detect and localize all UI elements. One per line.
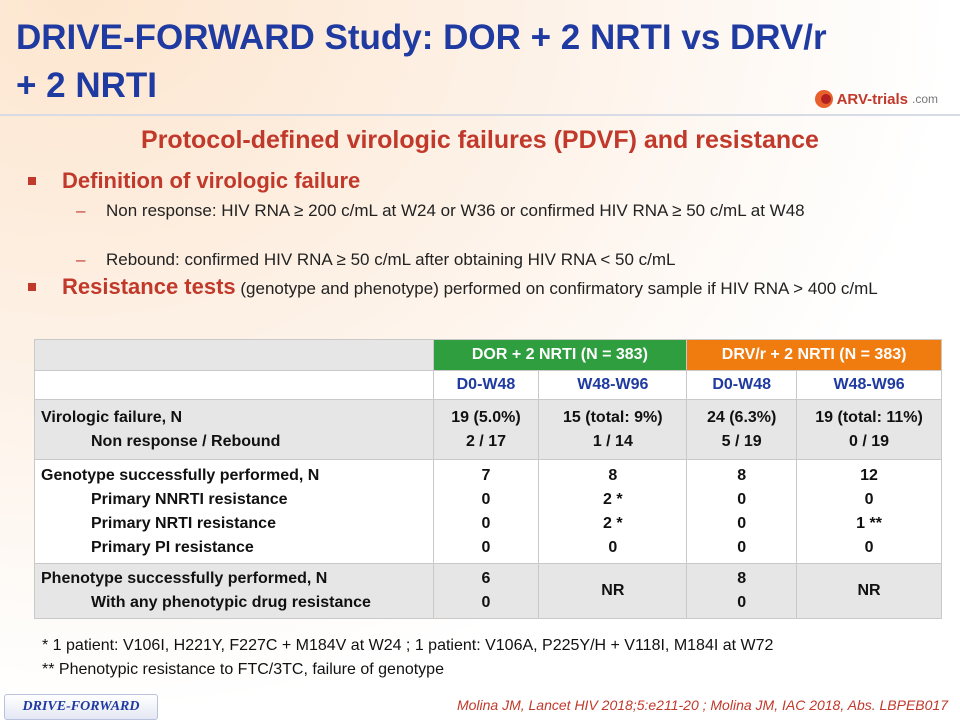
cell-value: 0 [481,490,491,508]
row-label: Virologic failure, N Non response / Rebo… [34,399,434,460]
row-label: Genotype successfully performed, N Prima… [34,459,434,564]
table-cell: 8 0 [686,563,798,619]
row-label-sub: Primary NRTI resistance [91,514,276,532]
group-header-dor: DOR + 2 NRTI (N = 383) [432,339,688,371]
cell-value: 15 (total: 9%) [563,408,663,426]
square-bullet-icon [28,177,36,185]
table-cell: 7 0 0 0 [432,459,540,564]
cell-value: 0 [864,538,874,556]
cell-value: NR [857,582,881,599]
cell-value: 0 [481,594,491,611]
logo-icon [814,90,833,108]
table-cell: 19 (total: 11%) 0 / 19 [796,399,942,460]
column-header: W48-W96 [796,370,942,400]
bullet-text: (genotype and phenotype) performed on co… [235,279,878,298]
cell-value: 0 / 19 [849,432,890,450]
study-tag: DRIVE-FORWARD [4,694,158,720]
cell-value: 6 [481,570,491,587]
table-cell: NR [796,563,942,619]
row-label-main: Phenotype successfully performed, N [41,570,328,587]
sub-bullet-text: Non response: HIV RNA ≥ 200 c/mL at W24 … [106,201,805,220]
cell-value: 2 * [603,514,623,532]
dash-icon: – [76,201,86,220]
cell-value: 0 [481,538,491,556]
table-corner-cell [34,339,434,371]
table-cell: 8 0 0 0 [686,459,798,564]
logo-text: ARV-trials [836,90,908,108]
row-label-sub: Primary PI resistance [91,538,254,556]
cell-value: 0 [608,538,618,556]
cell-value: 1 ** [856,514,882,532]
table-cell: 24 (6.3%) 5 / 19 [686,399,798,460]
square-bullet-icon [28,283,36,291]
table-cell: NR [538,563,688,619]
column-header: D0-W48 [686,370,798,400]
row-label-main: Genotype successfully performed, N [41,466,320,484]
cell-value: 8 [737,570,747,587]
cell-value: 0 [737,594,747,611]
cell-value: 7 [481,466,491,484]
table-cell: 6 0 [432,563,540,619]
cell-value: 0 [737,514,747,532]
table-row-phenotype: Phenotype successfully performed, N With… [34,563,942,619]
table-group-header-row: DOR + 2 NRTI (N = 383) DRV/r + 2 NRTI (N… [34,339,942,371]
arv-trials-logo: ARV-trials .com [814,90,938,108]
footnote-double-star: ** Phenotypic resistance to FTC/3TC, fai… [42,661,444,678]
citation: Molina JM, Lancet HIV 2018;5:e211-20 ; M… [456,697,948,713]
cell-value: 0 [737,538,747,556]
cell-value: 2 / 17 [465,432,506,450]
bullet-heading: Resistance tests [62,274,236,299]
column-header: D0-W48 [432,370,540,400]
cell-value: NR [601,582,625,599]
table-row-virologic-failure: Virologic failure, N Non response / Rebo… [34,399,942,460]
bullet-body: Resistance tests (genotype and phenotype… [62,274,878,302]
table-cell: 15 (total: 9%) 1 / 14 [538,399,688,460]
table-blank-cell [34,370,434,400]
row-label-sub: Primary NNRTI resistance [91,490,288,508]
table-row-genotype: Genotype successfully performed, N Prima… [34,459,942,564]
row-label-sub: Non response / Rebound [91,432,281,450]
bullet-resistance: Resistance tests (genotype and phenotype… [28,274,908,302]
cell-value: 19 (5.0%) [451,408,521,426]
table-cell: 12 0 1 ** 0 [796,459,942,564]
title-divider [0,114,960,116]
slide-subtitle: Protocol-defined virologic failures (PDV… [141,126,819,154]
row-label-sub: With any phenotypic drug resistance [91,594,371,611]
table-cell: 8 2 * 2 * 0 [538,459,688,564]
cell-value: 8 [608,466,618,484]
cell-value: 8 [737,466,747,484]
cell-value: 1 / 14 [592,432,633,450]
cell-value: 0 [737,490,747,508]
column-header: W48-W96 [538,370,688,400]
group-header-drv: DRV/r + 2 NRTI (N = 383) [686,339,942,371]
slide-title: DRIVE-FORWARD Study: DOR + 2 NRTI vs DRV… [16,18,827,105]
bullet-definition: Definition of virologic failure [28,168,360,194]
table-cell: 19 (5.0%) 2 / 17 [432,399,540,460]
cell-value: 5 / 19 [721,432,762,450]
cell-value: 2 * [603,490,623,508]
row-label: Phenotype successfully performed, N With… [34,563,434,619]
bullet-heading: Definition of virologic failure [62,168,361,193]
cell-value: 19 (total: 11%) [815,408,923,426]
sub-bullet-non-response: – Non response: HIV RNA ≥ 200 c/mL at W2… [76,199,926,222]
logo-suffix: .com [911,92,938,106]
dash-icon: – [76,250,86,269]
cell-value: 24 (6.3%) [706,408,777,426]
cell-value: 0 [864,490,874,508]
resistance-table: DOR + 2 NRTI (N = 383) DRV/r + 2 NRTI (N… [34,339,942,619]
table-column-header-row: D0-W48 W48-W96 D0-W48 W48-W96 [34,370,942,400]
footnote-single-star: * 1 patient: V106I, H221Y, F227C + M184V… [42,637,774,654]
sub-bullet-text: Rebound: confirmed HIV RNA ≥ 50 c/mL aft… [106,250,676,269]
cell-value: 12 [860,466,878,484]
row-label-main: Virologic failure, N [41,408,183,426]
sub-bullet-rebound: – Rebound: confirmed HIV RNA ≥ 50 c/mL a… [76,248,926,271]
cell-value: 0 [481,514,491,532]
